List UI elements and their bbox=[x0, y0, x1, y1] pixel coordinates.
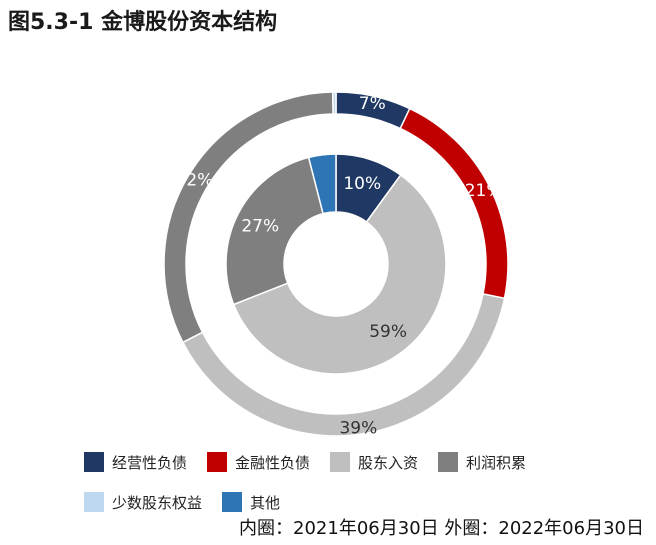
legend: 经营性负债 金融性负债 股东入资 利润积累少数股东权益 其他 bbox=[84, 447, 624, 527]
legend-label-retained-earnings: 利润积累 bbox=[466, 453, 527, 472]
legend-swatch-minority-interest bbox=[84, 492, 104, 512]
legend-label-operating-liabilities: 经营性负债 bbox=[112, 453, 188, 472]
legend-swatch-other bbox=[222, 492, 243, 512]
inner-slice-other bbox=[307, 153, 337, 215]
legend-item-shareholder-capital: 股东入资 bbox=[330, 452, 418, 473]
legend-swatch-financial-liabilities bbox=[207, 452, 228, 472]
legend-row: 经营性负债 金融性负债 股东入资 利润积累 bbox=[84, 447, 624, 477]
inner-slice-shareholder-capital bbox=[232, 173, 447, 375]
outer-label-operating-liabilities: 7% bbox=[359, 94, 386, 114]
legend-item-minority-interest: 少数股东权益 bbox=[84, 492, 202, 513]
inner-label-retained-earnings: 27% bbox=[241, 216, 279, 236]
legend-swatch-operating-liabilities bbox=[84, 452, 104, 472]
outer-label-financial-liabilities: 21% bbox=[465, 181, 503, 201]
legend-label-minority-interest: 少数股东权益 bbox=[112, 493, 203, 512]
outer-label-shareholder-capital: 39% bbox=[339, 418, 377, 438]
legend-item-other: 其他 bbox=[222, 492, 280, 513]
inner-label-operating-liabilities: 10% bbox=[343, 174, 381, 194]
legend-row: 少数股东权益 其他 bbox=[84, 487, 624, 517]
chart-footnote: 内圈：2021年06月30日 外圈：2022年06月30日 bbox=[239, 518, 644, 539]
legend-label-other: 其他 bbox=[250, 493, 281, 512]
legend-item-financial-liabilities: 金融性负债 bbox=[207, 452, 310, 473]
legend-item-retained-earnings: 利润积累 bbox=[438, 452, 526, 473]
inner-label-shareholder-capital: 59% bbox=[369, 322, 407, 342]
chart-title: 图5.3-1 金博股份资本结构 bbox=[8, 10, 278, 35]
legend-swatch-shareholder-capital bbox=[330, 452, 351, 472]
legend-label-shareholder-capital: 股东入资 bbox=[358, 453, 419, 472]
outer-slice-minority-interest bbox=[331, 91, 337, 115]
legend-item-operating-liabilities: 经营性负债 bbox=[84, 452, 187, 473]
legend-swatch-retained-earnings bbox=[438, 452, 459, 472]
outer-label-retained-earnings: 32% bbox=[176, 170, 214, 190]
inner-slice-retained-earnings bbox=[225, 156, 324, 306]
legend-label-financial-liabilities: 金融性负债 bbox=[235, 453, 311, 472]
